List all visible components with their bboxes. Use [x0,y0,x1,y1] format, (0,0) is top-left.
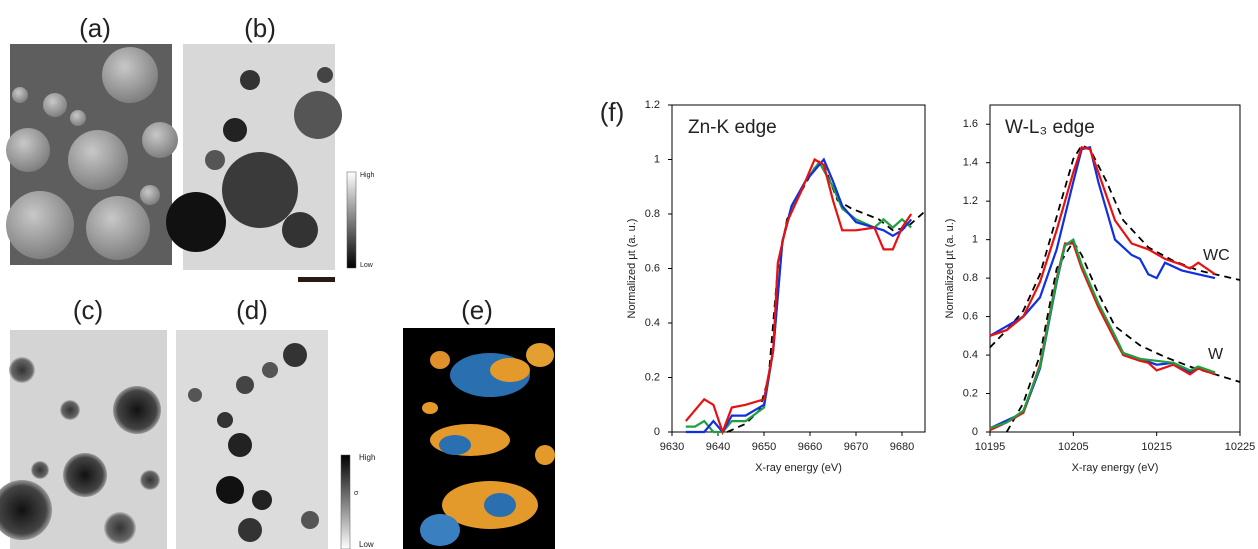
annotation: WC [1203,247,1230,264]
y-axis-label: Normalized μt (a. u.) [944,219,956,319]
data-line [989,242,1216,432]
panel-label: (e) [461,295,493,325]
y-tick-label: 0.6 [963,310,978,322]
y-tick-label: 0.4 [963,349,978,361]
y-tick-label: 0 [972,426,978,438]
sigma-image [176,330,328,549]
x-tick-label: 9660 [798,441,822,453]
x-tick-label: 9650 [752,441,776,453]
annotation: W [1208,346,1224,363]
data-line [989,237,1216,430]
colorbar-label: σ [354,490,359,497]
data-line [685,157,913,434]
data-line [684,157,913,436]
colorbar-label: High [360,172,375,179]
x-tick-label: 10205 [1058,441,1089,453]
chart-title: Zn-K edge [688,117,777,138]
x-axis-label: X-ray energy (eV) [1072,462,1159,474]
data-line [1005,239,1241,433]
scale-bar [298,277,335,282]
y-tick-label: 0.2 [645,371,660,383]
tomography-image [166,44,342,282]
x-tick-label: 9630 [660,441,684,453]
x-tick-label: 9680 [890,441,914,453]
data-line [726,163,926,433]
y-tick-label: 0.8 [963,272,978,284]
x-tick-label: 10195 [975,441,1006,453]
x-tick-label: 10225 [1225,441,1256,453]
panel-label: (f) [600,97,625,127]
x-axis-label: X-ray energy (eV) [755,462,842,474]
x-tick-label: 10215 [1141,441,1172,453]
colorbar [346,171,357,269]
panel-label: (c) [73,295,103,325]
y-tick-label: 1.4 [963,157,978,169]
x-tick-label: 9640 [706,441,730,453]
plot-frame [989,104,1241,433]
y-tick-label: 1 [972,234,978,246]
colorbar-label: High [359,453,375,462]
y-axis-label: Normalized μt (a. u.) [626,219,638,319]
plot-frame [671,104,926,433]
colorbar-label: Low [360,262,374,269]
y-tick-label: 0.4 [645,317,660,329]
y-tick-label: 1.6 [963,118,978,130]
panel-label: (b) [244,13,276,43]
colorbar [340,454,351,549]
y-tick-label: 0.2 [963,387,978,399]
map-image [403,328,555,549]
tomography-image [0,330,167,549]
y-tick-label: 1.2 [963,195,978,207]
chart-title: W-L₃ edge [1005,117,1095,138]
y-tick-label: 0.6 [645,262,660,274]
sem-image [6,44,178,265]
data-line [989,145,1216,337]
y-tick-label: 0.8 [645,208,660,220]
panel-label: (d) [236,295,268,325]
y-tick-label: 1 [654,153,660,165]
data-line [989,146,1216,337]
data-line [685,160,912,434]
x-tick-label: 9670 [844,441,868,453]
colorbar-label: Low [359,540,374,549]
y-tick-label: 0 [654,426,660,438]
y-tick-label: 1.2 [645,99,660,111]
panel-label: (a) [79,13,111,43]
